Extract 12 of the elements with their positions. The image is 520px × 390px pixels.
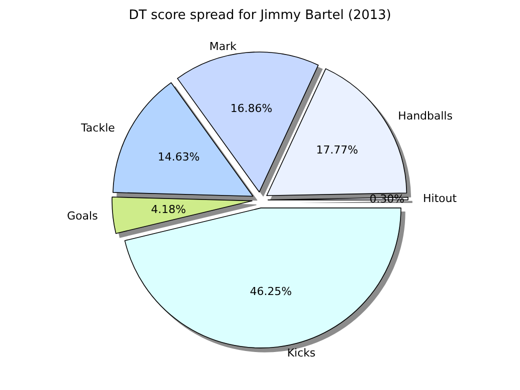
slice-label: Goals [67,209,98,222]
data-label: 17.77% [316,143,358,156]
slice-label: Handballs [398,109,453,122]
data-label: 14.63% [158,150,200,164]
data-label: 46.25% [250,284,292,298]
slice-label: Kicks [287,346,316,360]
data-label: 4.18% [151,203,186,216]
data-label: 16.86% [230,102,272,115]
slice-label: Mark [209,40,238,54]
chart-title: DT score spread for Jimmy Bartel (2013) [128,8,392,23]
slice-label: Hitout [422,192,458,206]
slice-label: Tackle [80,121,116,134]
